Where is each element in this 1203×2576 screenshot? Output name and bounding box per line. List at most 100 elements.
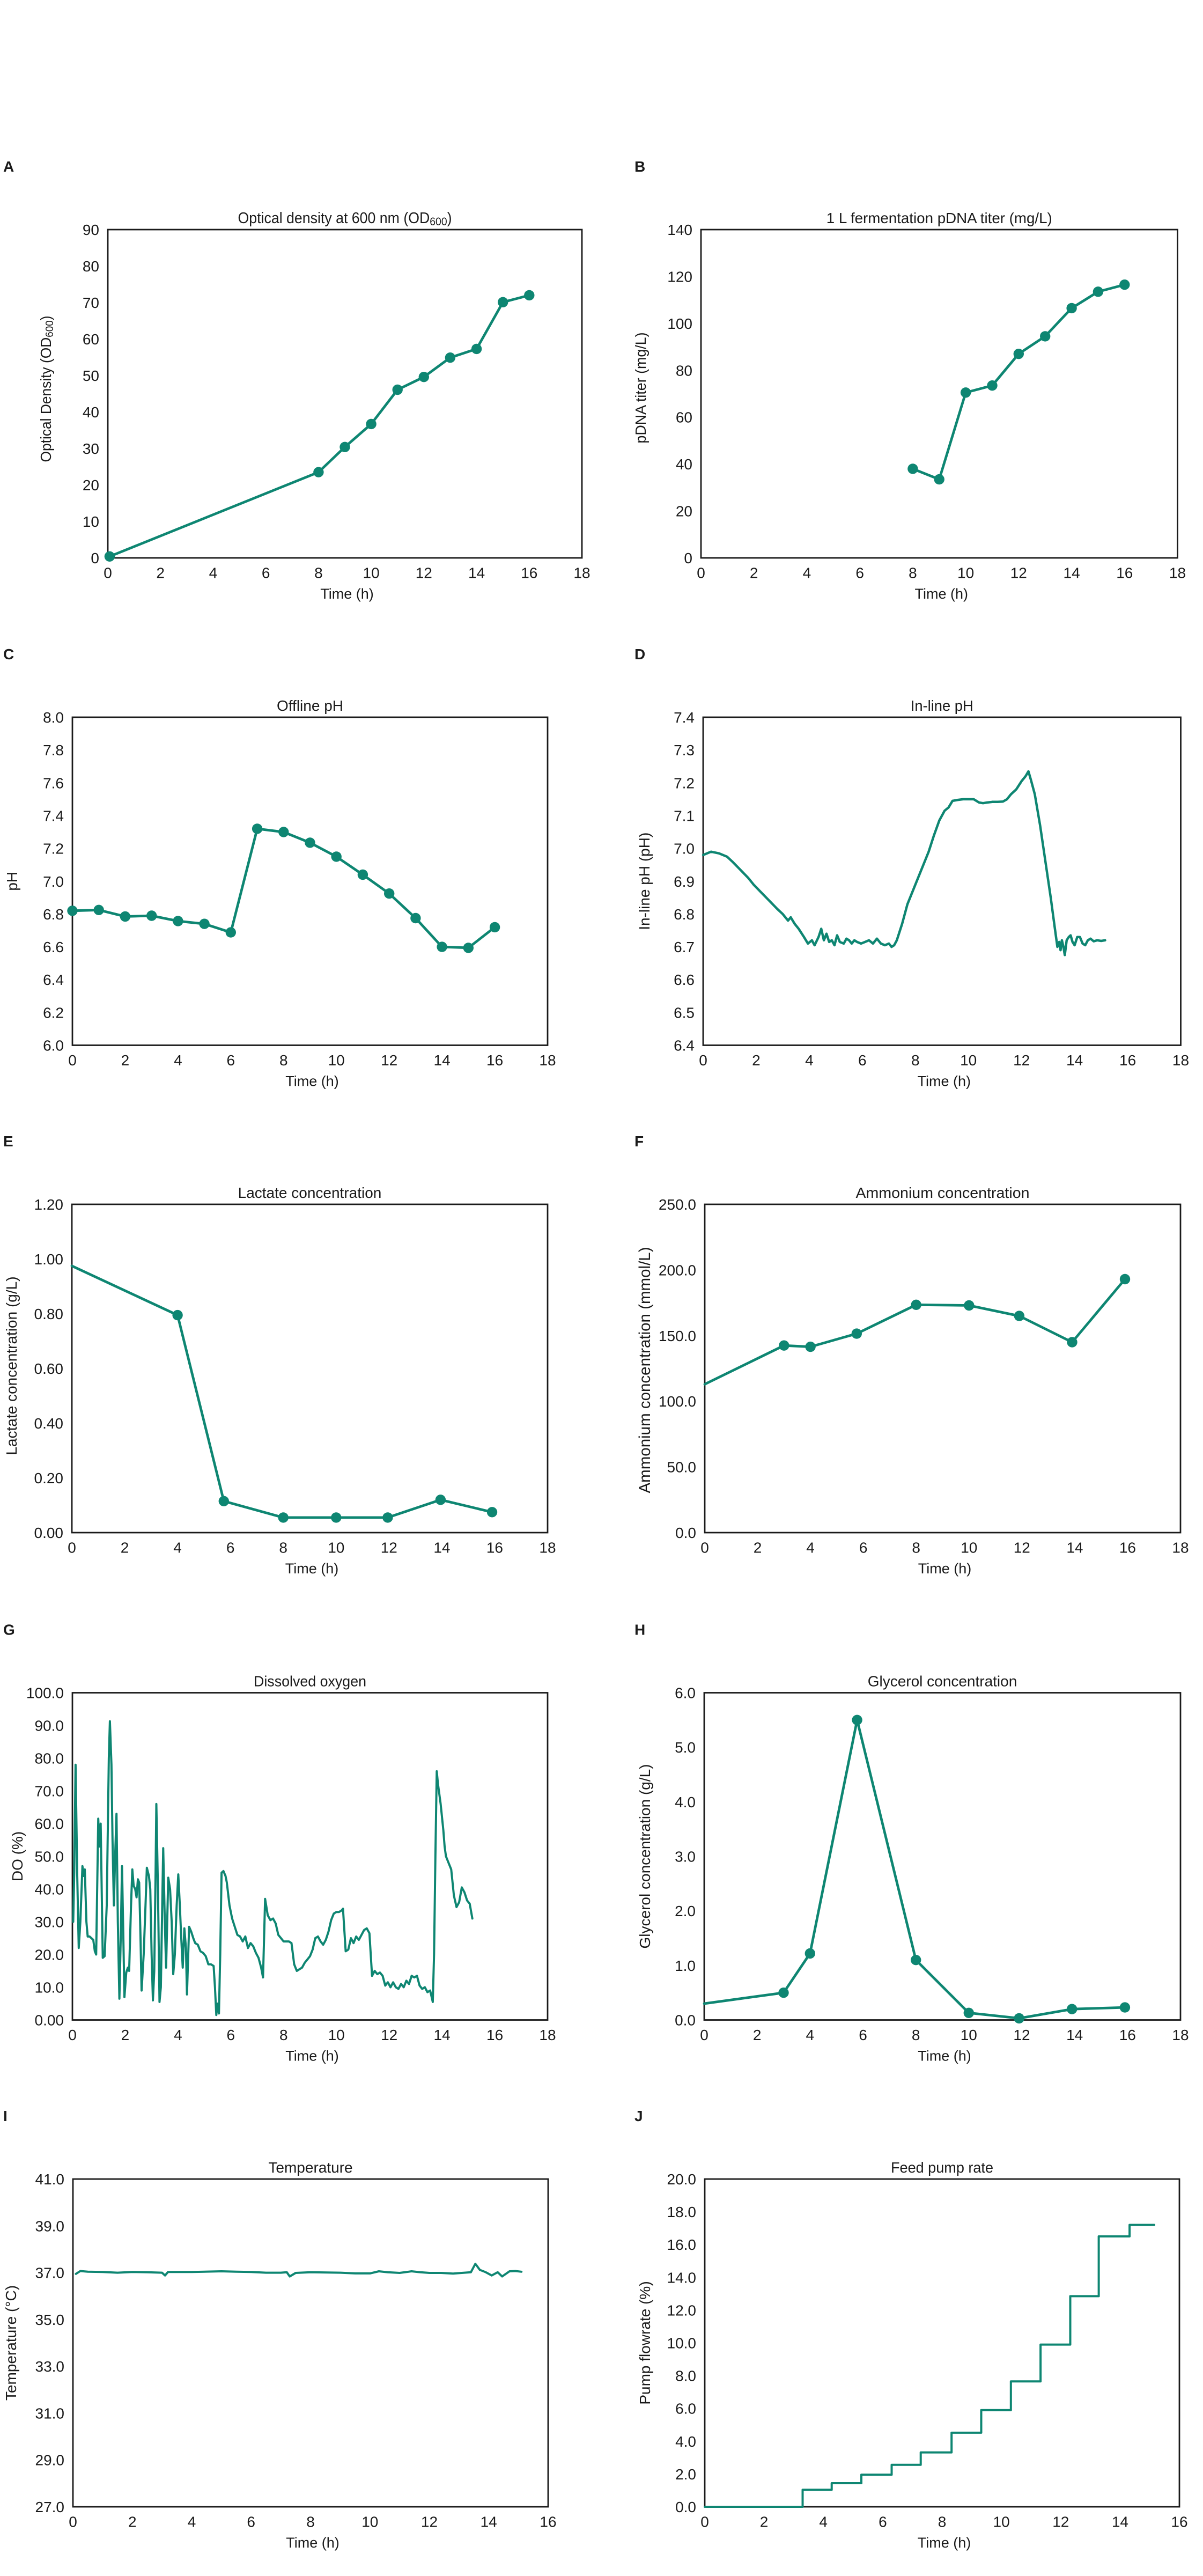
svg-text:2.0: 2.0 xyxy=(675,2466,696,2483)
svg-text:C: C xyxy=(3,646,14,663)
svg-text:6.8: 6.8 xyxy=(43,906,64,923)
svg-text:14: 14 xyxy=(1064,565,1080,582)
svg-text:Pump flowrate (%): Pump flowrate (%) xyxy=(637,2281,653,2404)
svg-text:90: 90 xyxy=(83,222,99,238)
svg-text:39.0: 39.0 xyxy=(35,2218,65,2234)
svg-text:16: 16 xyxy=(540,2514,556,2530)
svg-text:10: 10 xyxy=(961,1540,977,1556)
svg-text:8: 8 xyxy=(279,1540,287,1556)
svg-text:7.2: 7.2 xyxy=(674,775,695,791)
svg-text:6: 6 xyxy=(879,2514,887,2530)
svg-text:Time (h): Time (h) xyxy=(285,1073,339,1090)
svg-text:50: 50 xyxy=(83,367,99,384)
svg-text:0.40: 0.40 xyxy=(34,1415,64,1432)
svg-text:29.0: 29.0 xyxy=(35,2452,65,2469)
svg-text:A: A xyxy=(3,158,14,175)
svg-text:14: 14 xyxy=(1066,1052,1083,1069)
svg-text:Time (h): Time (h) xyxy=(286,2535,340,2551)
svg-text:8: 8 xyxy=(938,2514,947,2530)
svg-text:10.0: 10.0 xyxy=(35,1979,64,1996)
svg-text:4: 4 xyxy=(188,2514,196,2530)
svg-text:8: 8 xyxy=(912,2027,920,2043)
svg-text:18: 18 xyxy=(1172,1540,1189,1556)
svg-text:Glycerol concentration: Glycerol concentration xyxy=(868,1673,1017,1690)
svg-text:12.0: 12.0 xyxy=(667,2302,697,2319)
svg-text:Time (h): Time (h) xyxy=(918,2048,971,2064)
svg-text:12: 12 xyxy=(381,2027,397,2043)
svg-text:0: 0 xyxy=(700,2514,709,2530)
svg-text:0: 0 xyxy=(700,1540,709,1556)
svg-text:7.3: 7.3 xyxy=(674,742,695,759)
svg-text:Temperature: Temperature xyxy=(268,2159,352,2176)
svg-text:16: 16 xyxy=(1119,2027,1136,2043)
svg-text:10: 10 xyxy=(328,1540,344,1556)
svg-text:20: 20 xyxy=(676,503,692,520)
svg-text:18: 18 xyxy=(573,565,590,582)
svg-text:6.6: 6.6 xyxy=(674,971,695,988)
svg-text:10: 10 xyxy=(328,2027,345,2043)
svg-text:0.00: 0.00 xyxy=(34,1525,64,1541)
svg-text:4: 4 xyxy=(806,2027,815,2043)
svg-text:0: 0 xyxy=(91,550,99,566)
svg-text:6.5: 6.5 xyxy=(674,1004,695,1021)
svg-text:10: 10 xyxy=(961,2027,977,2043)
svg-text:70: 70 xyxy=(83,295,99,311)
svg-text:In-line pH (pH): In-line pH (pH) xyxy=(636,833,653,930)
svg-text:J: J xyxy=(634,2108,643,2124)
svg-text:2: 2 xyxy=(750,565,758,582)
svg-text:7.2: 7.2 xyxy=(43,841,64,857)
svg-text:4: 4 xyxy=(173,1540,182,1556)
svg-text:16: 16 xyxy=(1171,2514,1187,2530)
svg-text:12: 12 xyxy=(1052,2514,1069,2530)
svg-text:18: 18 xyxy=(1169,565,1186,582)
svg-text:14: 14 xyxy=(1112,2514,1128,2530)
svg-text:12: 12 xyxy=(1013,2027,1030,2043)
svg-text:60: 60 xyxy=(83,331,99,348)
svg-text:6: 6 xyxy=(859,1540,868,1556)
svg-text:6.4: 6.4 xyxy=(674,1037,695,1054)
svg-text:4.0: 4.0 xyxy=(675,1794,696,1810)
svg-text:10: 10 xyxy=(328,1052,345,1069)
svg-text:2: 2 xyxy=(753,2027,762,2043)
svg-text:10.0: 10.0 xyxy=(667,2335,697,2352)
svg-text:80: 80 xyxy=(83,258,99,275)
svg-text:4: 4 xyxy=(174,1052,182,1069)
svg-text:10: 10 xyxy=(957,565,974,582)
svg-text:2: 2 xyxy=(128,2514,137,2530)
svg-text:100.0: 100.0 xyxy=(26,1685,64,1702)
svg-text:0: 0 xyxy=(684,550,692,566)
svg-text:30.0: 30.0 xyxy=(35,1914,64,1931)
svg-text:60: 60 xyxy=(676,409,692,426)
svg-text:0: 0 xyxy=(699,1052,707,1069)
svg-text:4: 4 xyxy=(209,565,218,582)
svg-text:35.0: 35.0 xyxy=(35,2312,65,2328)
svg-text:5.0: 5.0 xyxy=(675,1739,696,1756)
svg-text:10: 10 xyxy=(993,2514,1010,2530)
svg-text:20.0: 20.0 xyxy=(667,2171,697,2188)
svg-text:4: 4 xyxy=(803,565,811,582)
svg-text:pDNA titer (mg/L): pDNA titer (mg/L) xyxy=(632,333,649,444)
svg-text:18: 18 xyxy=(539,2027,556,2043)
svg-text:0: 0 xyxy=(68,2027,77,2043)
svg-text:6: 6 xyxy=(855,565,864,582)
svg-text:Time (h): Time (h) xyxy=(285,1561,339,1577)
svg-text:4: 4 xyxy=(819,2514,828,2530)
svg-text:10: 10 xyxy=(361,2514,378,2530)
svg-text:0.60: 0.60 xyxy=(34,1360,64,1377)
svg-text:Time (h): Time (h) xyxy=(285,2048,339,2064)
svg-text:10: 10 xyxy=(363,565,380,582)
svg-text:6: 6 xyxy=(227,1052,235,1069)
svg-text:F: F xyxy=(634,1133,644,1150)
svg-text:0.0: 0.0 xyxy=(675,2499,696,2515)
svg-text:1 L fermentation pDNA titer (m: 1 L fermentation pDNA titer (mg/L) xyxy=(826,210,1052,226)
svg-text:Feed pump rate: Feed pump rate xyxy=(891,2159,993,2176)
svg-text:6.8: 6.8 xyxy=(674,906,695,923)
svg-text:6: 6 xyxy=(247,2514,255,2530)
svg-text:8: 8 xyxy=(306,2514,315,2530)
svg-text:D: D xyxy=(634,646,645,663)
svg-text:6: 6 xyxy=(226,1540,235,1556)
svg-text:33.0: 33.0 xyxy=(35,2358,65,2375)
svg-text:6.2: 6.2 xyxy=(43,1004,64,1021)
svg-text:16: 16 xyxy=(1119,1052,1136,1069)
svg-text:16: 16 xyxy=(486,2027,503,2043)
